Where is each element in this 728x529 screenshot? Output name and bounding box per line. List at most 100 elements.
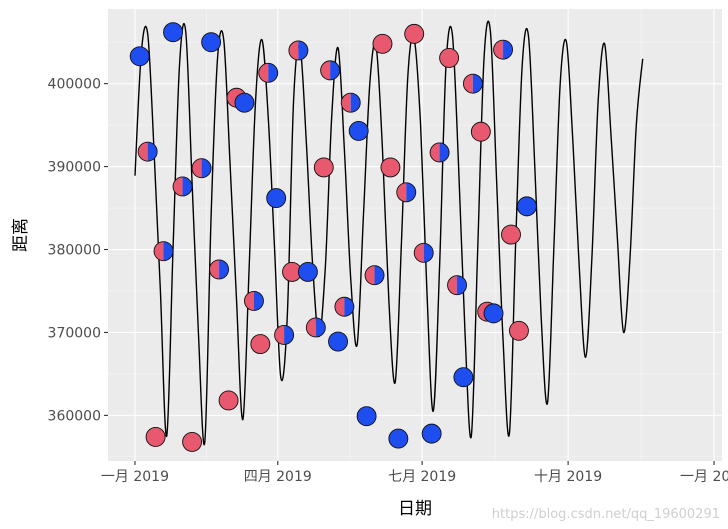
y-tick-label: 370000 bbox=[48, 325, 101, 341]
data-point bbox=[137, 141, 158, 162]
x-tick-label: 四月 2019 bbox=[244, 469, 312, 485]
point-left-half bbox=[288, 40, 299, 60]
data-point bbox=[421, 423, 442, 444]
point-right-half bbox=[268, 63, 278, 83]
point-marker bbox=[388, 428, 409, 449]
x-axis-title: 日期 bbox=[398, 499, 432, 519]
data-point bbox=[404, 23, 425, 44]
data-point bbox=[191, 158, 212, 179]
data-point bbox=[274, 324, 295, 345]
point-right-half bbox=[472, 74, 483, 94]
point-left-half bbox=[209, 259, 220, 279]
point-left-half bbox=[447, 275, 458, 295]
point-left-half bbox=[334, 297, 345, 317]
point-right-half bbox=[182, 176, 193, 196]
point-outline bbox=[209, 259, 230, 280]
point-left-half bbox=[244, 291, 254, 311]
data-point bbox=[288, 40, 309, 61]
point-marker bbox=[250, 334, 271, 355]
point-marker bbox=[404, 23, 425, 44]
point-marker bbox=[163, 22, 183, 43]
point-outline bbox=[396, 182, 417, 203]
point-left-half bbox=[274, 325, 285, 345]
data-point bbox=[172, 176, 193, 197]
point-left-half bbox=[306, 317, 316, 337]
point-marker bbox=[380, 157, 401, 178]
data-point bbox=[250, 334, 271, 355]
point-left-half bbox=[138, 142, 148, 162]
point-left-half bbox=[258, 63, 269, 83]
point-right-half bbox=[147, 142, 158, 162]
data-point bbox=[380, 157, 401, 178]
x-tick-label: 一月 2019 bbox=[101, 469, 169, 485]
data-point bbox=[462, 73, 483, 94]
y-tick-label: 380000 bbox=[48, 243, 101, 259]
data-point bbox=[313, 157, 334, 178]
data-point bbox=[483, 303, 504, 324]
point-left-half bbox=[192, 158, 202, 178]
point-right-half bbox=[406, 182, 416, 202]
y-axis: 360000 370000 380000 390000 400000 bbox=[48, 77, 108, 424]
data-point bbox=[201, 32, 222, 53]
data-point bbox=[305, 317, 326, 338]
plot-panel bbox=[108, 9, 722, 461]
point-marker bbox=[218, 390, 239, 411]
data-point bbox=[364, 265, 385, 286]
x-axis: 一月 2019 四月 2019 七月 2019 十月 2019 一月 2020 bbox=[101, 461, 728, 485]
data-point bbox=[413, 242, 434, 263]
watermark: https://blog.csdn.net/qq_19600291 bbox=[492, 507, 720, 522]
point-outline bbox=[137, 141, 158, 162]
point-marker bbox=[356, 406, 377, 427]
point-marker bbox=[501, 224, 521, 245]
point-right-half bbox=[457, 275, 467, 295]
point-outline bbox=[191, 158, 212, 179]
point-left-half bbox=[173, 176, 183, 196]
point-outline bbox=[244, 290, 264, 311]
point-right-half bbox=[374, 265, 385, 285]
data-point bbox=[516, 196, 537, 217]
distance-line-layer bbox=[134, 20, 644, 446]
data-point bbox=[429, 142, 450, 163]
x-tick-label: 一月 2020 bbox=[680, 469, 728, 485]
data-point bbox=[388, 428, 409, 449]
point-marker bbox=[182, 431, 203, 452]
point-left-half bbox=[341, 93, 351, 113]
data-point bbox=[320, 60, 341, 81]
point-marker bbox=[234, 92, 255, 113]
point-marker bbox=[129, 46, 150, 67]
point-marker bbox=[483, 303, 504, 324]
data-point bbox=[218, 390, 239, 411]
point-right-half bbox=[253, 291, 264, 311]
point-marker bbox=[516, 196, 537, 217]
point-right-half bbox=[423, 243, 434, 263]
point-marker bbox=[372, 33, 393, 54]
point-outline bbox=[334, 296, 355, 317]
data-point bbox=[439, 47, 460, 68]
point-outline bbox=[274, 324, 295, 345]
y-tick-label: 400000 bbox=[48, 77, 101, 93]
point-outline bbox=[320, 60, 341, 81]
data-point bbox=[334, 296, 355, 317]
point-left-half bbox=[154, 241, 164, 261]
point-outline bbox=[258, 62, 279, 83]
point-left-half bbox=[320, 60, 331, 80]
point-marker bbox=[313, 157, 334, 178]
point-right-half bbox=[201, 158, 212, 178]
point-marker bbox=[470, 121, 491, 142]
y-tick-label: 360000 bbox=[48, 408, 101, 424]
point-outline bbox=[340, 92, 361, 113]
data-point bbox=[453, 367, 474, 388]
data-point bbox=[266, 188, 287, 209]
point-right-half bbox=[439, 142, 450, 162]
point-left-half bbox=[396, 182, 407, 202]
x-tick-label: 十月 2019 bbox=[534, 469, 602, 485]
point-marker bbox=[453, 367, 474, 388]
point-left-half bbox=[463, 74, 473, 94]
data-point bbox=[348, 120, 369, 141]
data-point bbox=[234, 92, 255, 113]
point-marker bbox=[145, 426, 166, 447]
point-marker bbox=[508, 320, 529, 341]
point-marker bbox=[328, 331, 349, 352]
point-marker bbox=[201, 32, 222, 53]
